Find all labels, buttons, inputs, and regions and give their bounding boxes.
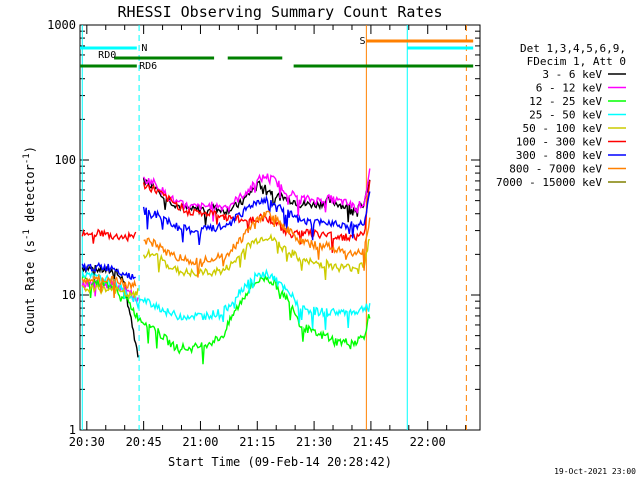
series-line-800-7000-keV [81, 210, 371, 299]
legend-entry-label: 100 - 300 keV [516, 136, 602, 149]
plot-frame [79, 24, 481, 431]
x-tick-label: 22:00 [410, 435, 446, 449]
series-line-25-50-keV [81, 268, 371, 330]
x-tick-label: 21:30 [296, 435, 332, 449]
series-line-100-300-keV [81, 180, 371, 253]
flag-label: S [360, 36, 366, 47]
y-tick-label: 1000 [47, 18, 76, 32]
legend-entry-label: 3 - 6 keV [542, 68, 602, 81]
y-tick-label: 100 [54, 153, 76, 167]
x-tick-label: 20:45 [126, 435, 162, 449]
flag-label: RD0 [98, 50, 116, 61]
x-tick-label: 21:15 [239, 435, 275, 449]
series-line-50-100-keV [81, 232, 371, 300]
series-line-300-800-keV [81, 191, 371, 281]
legend-entry-label: 6 - 12 keV [536, 82, 603, 95]
legend-header: Det 1,3,4,5,6,9, [520, 42, 626, 55]
chart-title: RHESSI Observing Summary Count Rates [117, 3, 442, 21]
legend-entry-label: 12 - 25 keV [529, 95, 602, 108]
x-tick-label: 20:30 [69, 435, 105, 449]
series-line-12-25-keV [81, 272, 371, 365]
x-tick-label: 21:45 [353, 435, 389, 449]
y-tick-label: 10 [62, 288, 76, 302]
legend-entry-label: 50 - 100 keV [523, 122, 603, 135]
x-tick-label: 21:00 [182, 435, 218, 449]
legend-header: FDecim 1, Att 0 [527, 55, 626, 68]
y-tick-label: 1 [69, 423, 76, 437]
legend-entry-label: 25 - 50 keV [529, 109, 602, 122]
x-axis-label: Start Time (09-Feb-14 20:28:42) [168, 455, 392, 469]
y-axis-label: Count Rate (s-1 detector-1) [22, 146, 37, 334]
legend-entry-label: 800 - 7000 keV [509, 163, 602, 176]
legend-entry-label: 300 - 800 keV [516, 149, 602, 162]
generated-timestamp: 19-Oct-2021 23:00 [554, 467, 636, 476]
flag-label: N [141, 43, 147, 54]
flag-label: RD6 [139, 61, 157, 72]
legend-entry-label: 7000 - 15000 keV [496, 176, 602, 189]
